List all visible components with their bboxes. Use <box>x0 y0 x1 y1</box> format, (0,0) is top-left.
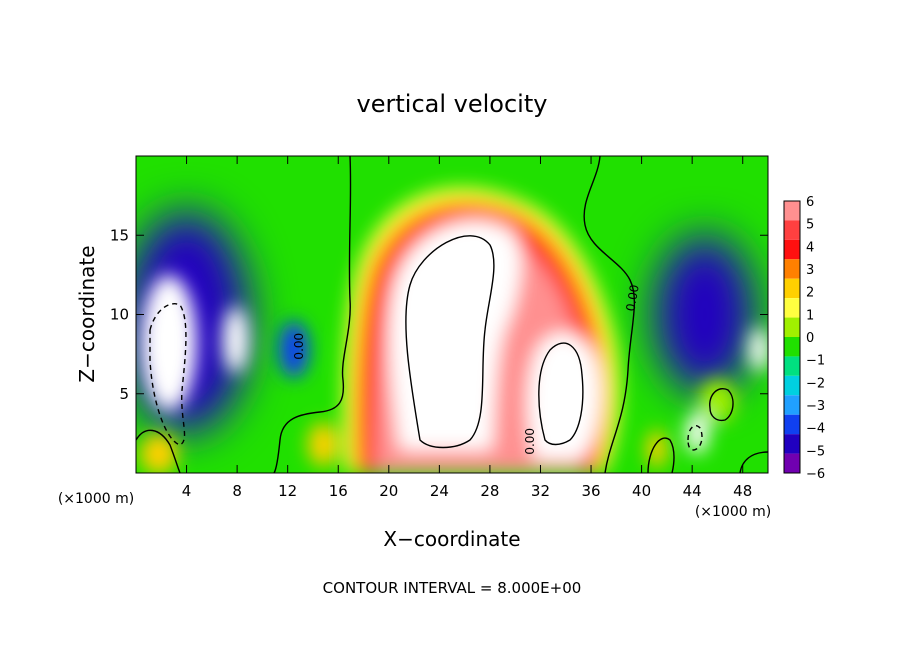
x-tick-label-7: 32 <box>531 482 550 500</box>
colorbar-label-9: −3 <box>806 399 825 414</box>
colorbar-swatch-1 <box>784 220 800 240</box>
y-tick-label-0: 5 <box>119 385 129 403</box>
colorbar-swatch-11 <box>784 414 800 435</box>
x-tick-label-11: 48 <box>733 482 752 500</box>
inner-contour-left-lobe <box>405 235 495 449</box>
colorbar-label-3: 3 <box>806 263 814 278</box>
x-tick-label-9: 40 <box>632 482 651 500</box>
colorbar-swatch-2 <box>784 239 800 260</box>
colorbar-swatch-8 <box>784 356 800 376</box>
x-tick-label-3: 16 <box>329 482 348 500</box>
y-axis-label: Z−coordinate <box>75 245 99 382</box>
colorbar: 6 5 4 3 2 1 0 −1 −2 −3 −4 −5 −6 <box>783 195 825 482</box>
chart-title: vertical velocity <box>357 90 548 118</box>
colorbar-label-1: 5 <box>806 218 814 233</box>
contour-right-edge <box>739 451 768 473</box>
inner-contour-right-lobe <box>538 342 584 446</box>
zero-contour-right <box>583 156 636 473</box>
colorbar-frame <box>783 200 801 474</box>
field-feature-5 <box>749 327 768 372</box>
contour-lower-right <box>647 437 675 473</box>
y-tick-label-1: 10 <box>110 306 129 324</box>
x-tick-label-4: 20 <box>379 482 398 500</box>
x-ticks: 4 8 12 16 20 24 28 32 36 40 44 48 <box>182 156 752 500</box>
contour-label-0: 0.00 <box>292 333 306 360</box>
dashed-contour-right <box>687 424 703 451</box>
colorbar-label-10: −4 <box>806 422 825 437</box>
field-feature-7 <box>654 235 756 394</box>
colorbar-swatch-3 <box>784 259 800 279</box>
updraft-left-lobe <box>389 220 522 450</box>
colorbar-label-2: 4 <box>806 240 814 255</box>
colorbar-swatch-7 <box>784 337 800 357</box>
colorbar-swatch-0 <box>784 201 800 221</box>
updraft-right-lobe <box>528 332 602 460</box>
colorbar-swatch-10 <box>784 395 800 415</box>
x-tick-label-6: 28 <box>480 482 499 500</box>
x-unit-left: (×1000 m) <box>58 491 134 507</box>
x-tick-label-2: 12 <box>278 482 297 500</box>
field-feature-9 <box>278 320 310 378</box>
field-feature-4 <box>685 412 709 454</box>
colorbar-label-8: −2 <box>806 376 825 391</box>
x-tick-label-1: 8 <box>232 482 242 500</box>
colorbar-label-4: 2 <box>806 286 814 301</box>
colorbar-label-5: 1 <box>806 308 814 323</box>
colorbar-swatch-5 <box>784 298 800 318</box>
colorbar-swatch-6 <box>784 317 800 337</box>
x-axis-label: X−coordinate <box>383 527 520 551</box>
field-feature-2 <box>141 274 197 412</box>
y-tick-label-2: 15 <box>110 226 129 244</box>
x-tick-label-8: 36 <box>581 482 600 500</box>
colorbar-label-11: −5 <box>806 444 825 459</box>
colorbar-label-0: 6 <box>806 195 814 210</box>
footer-contour-interval: CONTOUR INTERVAL = 8.000E+00 <box>323 579 582 597</box>
small-contour-right <box>709 388 734 422</box>
dashed-contour-left <box>149 303 187 446</box>
x-tick-label-0: 4 <box>182 482 192 500</box>
colorbar-label-6: 0 <box>806 331 814 346</box>
x-tick-label-5: 24 <box>430 482 449 500</box>
contour-label-2: 0.00 <box>623 284 641 313</box>
y-ticks: 5 10 15 <box>110 226 768 403</box>
x-unit-right: (×1000 m) <box>695 504 771 520</box>
contours <box>136 156 768 473</box>
field-feature-12 <box>646 430 667 469</box>
colorbar-label-7: −1 <box>806 354 825 369</box>
field <box>139 187 768 473</box>
contour-label-1: 0.00 <box>523 428 537 455</box>
colorbar-swatch-12 <box>784 434 800 454</box>
field-feature-11 <box>307 422 339 467</box>
field-feature-10 <box>139 433 178 473</box>
field-feature-3 <box>223 306 249 374</box>
field-feature-13 <box>698 379 737 424</box>
colorbar-swatch-4 <box>784 278 800 299</box>
zero-contour-left <box>273 156 352 473</box>
colorbar-label-12: −6 <box>806 467 825 482</box>
colorbar-swatch-13 <box>784 453 800 473</box>
colorbar-swatch-9 <box>784 375 800 396</box>
plot-area: 0.00 0.00 0.00 <box>136 156 768 473</box>
contour-labels: 0.00 0.00 0.00 <box>292 284 642 455</box>
contour-lower-left <box>136 429 181 473</box>
x-tick-label-10: 44 <box>683 482 702 500</box>
